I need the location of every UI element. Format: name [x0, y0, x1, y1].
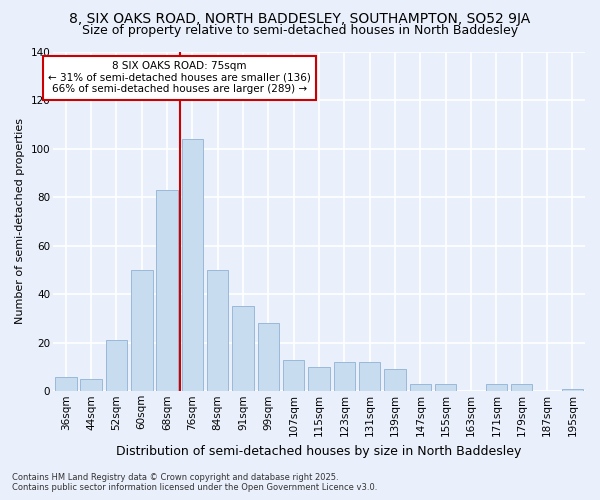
Bar: [80, 379, 102, 392]
Bar: [511, 384, 532, 392]
Bar: [182, 139, 203, 392]
Y-axis label: Number of semi-detached properties: Number of semi-detached properties: [15, 118, 25, 324]
Bar: [410, 384, 431, 392]
Bar: [283, 360, 304, 392]
Bar: [308, 367, 330, 392]
Bar: [334, 362, 355, 392]
Text: Contains HM Land Registry data © Crown copyright and database right 2025.
Contai: Contains HM Land Registry data © Crown c…: [12, 473, 377, 492]
Bar: [55, 376, 77, 392]
Text: 8 SIX OAKS ROAD: 75sqm
← 31% of semi-detached houses are smaller (136)
66% of se: 8 SIX OAKS ROAD: 75sqm ← 31% of semi-det…: [48, 61, 311, 94]
Bar: [435, 384, 457, 392]
Bar: [384, 370, 406, 392]
Bar: [207, 270, 229, 392]
Bar: [257, 324, 279, 392]
Bar: [157, 190, 178, 392]
Bar: [485, 384, 507, 392]
Bar: [359, 362, 380, 392]
Bar: [106, 340, 127, 392]
X-axis label: Distribution of semi-detached houses by size in North Baddesley: Distribution of semi-detached houses by …: [116, 444, 522, 458]
Bar: [131, 270, 152, 392]
Text: Size of property relative to semi-detached houses in North Baddesley: Size of property relative to semi-detach…: [82, 24, 518, 37]
Bar: [232, 306, 254, 392]
Text: 8, SIX OAKS ROAD, NORTH BADDESLEY, SOUTHAMPTON, SO52 9JA: 8, SIX OAKS ROAD, NORTH BADDESLEY, SOUTH…: [70, 12, 530, 26]
Bar: [562, 389, 583, 392]
